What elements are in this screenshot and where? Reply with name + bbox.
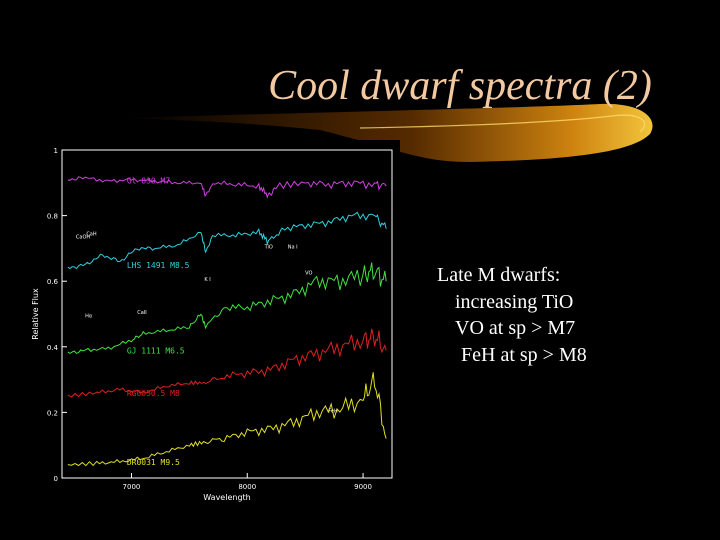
x-tick-label: 9000	[354, 483, 372, 491]
series-label-1: Gl 830 M7	[127, 177, 171, 186]
annotation-label: VO	[305, 271, 312, 277]
x-tick-label: 7000	[123, 483, 141, 491]
series-line-1	[67, 176, 387, 199]
y-tick-label: 1	[54, 147, 58, 155]
series-line-3	[67, 262, 387, 355]
series-labels: Gl 830 M7 LHS 1491 M8.5 GJ 1111 M6.5 RG0050…	[127, 177, 190, 467]
series-label-3: GJ 1111 M6.5	[127, 346, 185, 355]
annotation-label: CaII	[137, 310, 147, 316]
series-line-4	[67, 328, 387, 398]
annotation-label: Na I	[288, 244, 298, 250]
annotation-label: CaOH	[76, 235, 90, 241]
annotation-label: FeH	[328, 408, 338, 414]
series-line-2	[67, 211, 387, 270]
figure-background	[28, 140, 400, 508]
slide-title: Cool dwarf spectra (2)	[268, 63, 652, 109]
note-line-3: VO at sp > M7	[455, 317, 576, 340]
annotation-label: K I	[204, 277, 210, 283]
spectra-lines	[67, 176, 387, 467]
annotation-label: Hα	[85, 313, 93, 319]
y-tick-label: 0	[54, 475, 58, 483]
plot-frame	[61, 149, 393, 479]
y-tick-label: 0.4	[47, 344, 59, 352]
spectra-figure: 0 0.2 0.4 0.6 0.8 1 7000 8000 9000 Wavelength Rela…	[28, 140, 400, 508]
annotation-label: TiO	[264, 244, 273, 250]
plot-axes: 0 0.2 0.4 0.6 0.8 1 7000 8000 9000 Wavelength Rela…	[31, 147, 393, 502]
series-label-2: LHS 1491 M8.5	[127, 261, 190, 270]
y-axis-label: Relative Flux	[31, 288, 40, 340]
series-line-5	[67, 372, 387, 467]
series-label-5: DR0031 M9.5	[127, 458, 180, 467]
annotation-label: CaH	[86, 231, 97, 237]
note-line-2: increasing TiO	[455, 290, 574, 313]
y-tick-label: 0.8	[47, 213, 58, 221]
series-label-4: RG0050.5 M8	[127, 389, 180, 398]
note-line-4: FeH at sp > M8	[461, 343, 587, 366]
y-tick-label: 0.6	[47, 278, 59, 286]
x-axis-label: Wavelength	[203, 493, 250, 502]
x-tick-label: 8000	[238, 483, 256, 491]
notes-text: Late M dwarfs: increasing TiO VO at sp >…	[437, 262, 587, 368]
note-line-1: Late M dwarfs:	[437, 264, 561, 286]
y-tick-label: 0.2	[47, 409, 58, 417]
